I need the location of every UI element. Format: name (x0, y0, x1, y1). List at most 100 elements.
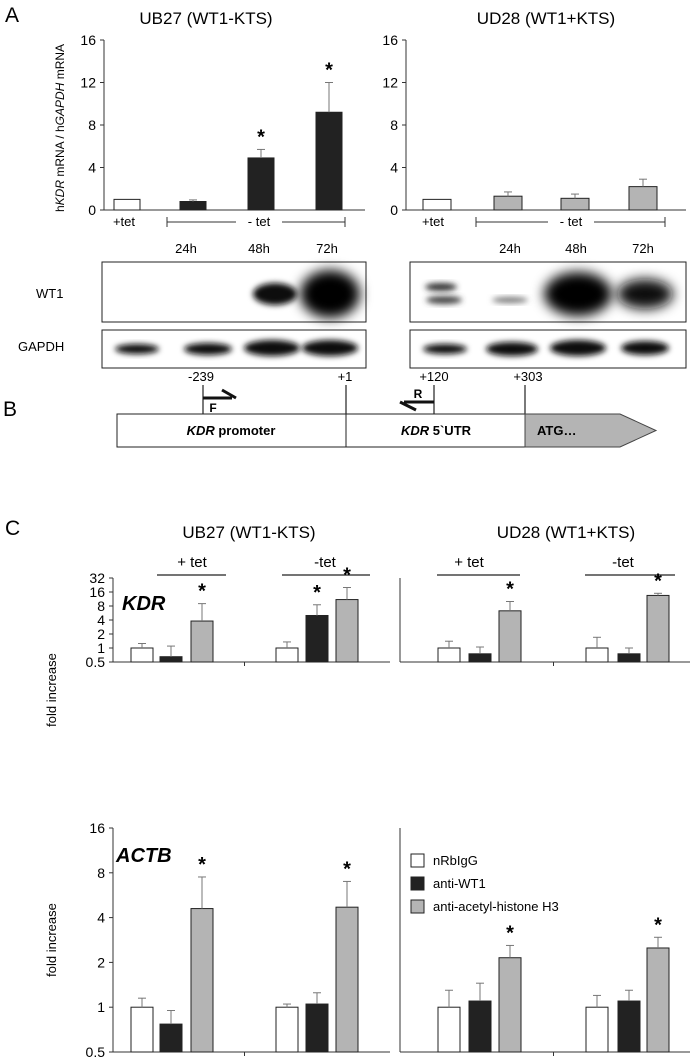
c_actb_right-bar-g0-s2 (498, 957, 522, 1053)
c_kdr_right-bar-g1-s1 (617, 653, 641, 663)
c_actb_left-bar-g0-s2-significance: * (198, 854, 206, 876)
a_left-bar-0 (113, 198, 141, 211)
a_left-ytick-label-4: 16 (80, 32, 96, 48)
legend-label-anti-wt1: anti-WT1 (433, 876, 486, 891)
c_actb_left-ytick-label-4: 8 (97, 865, 105, 881)
panel-c-left-title: UB27 (WT1-KTS) (182, 523, 315, 542)
b-pos-plus1: +1 (338, 369, 353, 384)
c_kdr_left-ytick-label-0: 0.5 (86, 654, 106, 670)
a_right-bar-2 (560, 197, 590, 211)
c_kdr_right-bar-g1-s2 (646, 594, 670, 663)
c_actb_right-bar-g0-s0 (437, 1006, 461, 1053)
c_actb_left-bar-g0-s0 (130, 1006, 154, 1053)
c_kdr_right-bar-g0-s2-significance: * (506, 578, 514, 600)
a_left-ytick-label-3: 12 (80, 75, 96, 91)
c_actb_left-bar-g0-s2 (190, 908, 214, 1053)
c_kdr_left-bar-g0-s2-significance: * (198, 581, 206, 603)
b-pos-plus303: +303 (513, 369, 542, 384)
c_kdr_right-bar-g0-s1 (468, 653, 492, 663)
a_right-ytick-label-1: 4 (390, 160, 398, 176)
a-right-x-plus: +tet (422, 214, 444, 229)
panel-b: -239 +1 +120 +303 F R KDR promoter KDR 5… (116, 369, 658, 448)
a_left-ytick-label-1: 4 (88, 160, 96, 176)
a_right-bar-1 (493, 195, 523, 211)
c_actb_right-bar-g1-s2-significance: * (654, 914, 662, 936)
a_left-bar-3 (315, 111, 343, 211)
c_kdr_left-ytick-label-5: 16 (89, 584, 105, 600)
a_right-ytick-label-0: 0 (390, 202, 398, 218)
a-right-time-2: 48h (565, 241, 587, 256)
chart-c-kdr-right: * * (399, 570, 690, 666)
c-cond-right-plus: + tet (454, 554, 484, 571)
c_kdr_right-bar-g1-s2-significance: * (654, 570, 662, 592)
panel-a: UB27 (WT1-KTS) UD28 (WT1+KTS) hKDR mRNA … (18, 9, 687, 369)
blot-label-wt1: WT1 (36, 286, 63, 301)
a-right-x-minus: - tet (560, 214, 583, 229)
c_kdr_left-ytick-label-3: 4 (97, 612, 105, 628)
legend-swatch-anti-wt1 (410, 876, 425, 891)
c-cond-right-minus: -tet (612, 554, 635, 571)
a_left-bar-2 (247, 157, 275, 211)
a_right-bar-3 (628, 186, 658, 211)
blot-gapdh-left (101, 329, 367, 369)
a-left-x-minus: - tet (248, 214, 271, 229)
utr-label: KDR 5`UTR (401, 423, 472, 438)
c_kdr_left-bar-g0-s1 (159, 656, 183, 663)
atg-arrow (524, 413, 658, 448)
a_left-ytick-label-2: 8 (88, 117, 96, 133)
b-pos-minus239: -239 (188, 369, 214, 384)
a_left-bar-1 (179, 201, 207, 211)
c_kdr_left-bar-g1-s1-significance: * (313, 582, 321, 604)
a-left-time-2: 48h (248, 241, 270, 256)
c_kdr_right-bar-g0-s2 (498, 610, 522, 663)
blot-label-gapdh: GAPDH (18, 339, 64, 354)
a-left-time-1: 24h (175, 241, 197, 256)
a_left-ytick-label-0: 0 (88, 202, 96, 218)
primer-r-label: R (414, 387, 423, 401)
c_kdr_right-bar-g1-s0 (585, 647, 609, 663)
a_right-ytick-label-3: 12 (382, 75, 398, 91)
c_kdr_left-bar-g1-s2-significance: * (343, 564, 351, 586)
a_right-bar-0 (422, 198, 452, 211)
primer-f: F (203, 388, 237, 415)
a_right-ytick-label-2: 8 (390, 117, 398, 133)
panel-label-b: B (3, 398, 17, 421)
b-pos-plus120: +120 (419, 369, 448, 384)
panel-a-left-title: UB27 (WT1-KTS) (139, 9, 272, 28)
c_kdr_left-bar-g0-s2 (190, 620, 214, 663)
legend-swatch-nrbigg (410, 853, 425, 868)
legend: nRbIgG anti-WT1 anti-acetyl-histone H3 (410, 853, 559, 914)
c_actb_left-ytick-label-1: 1 (97, 999, 105, 1015)
c-actb-ylabel: fold increase (44, 903, 59, 977)
atg-label: ATG… (537, 423, 576, 438)
c_actb_right-bar-g0-s1 (468, 1000, 492, 1053)
c_actb_left-ytick-label-2: 2 (97, 954, 105, 970)
c_actb_left-ytick-label-0: 0.5 (86, 1044, 106, 1060)
c_actb_left-bar-g1-s2-significance: * (343, 858, 351, 880)
a_right-ytick-label-4: 16 (382, 32, 398, 48)
c_kdr_left-bar-g1-s0 (275, 647, 299, 663)
panel-a-right-title: UD28 (WT1+KTS) (477, 9, 615, 28)
c_actb_left-bar-g0-s1 (159, 1023, 183, 1053)
utr-box (345, 413, 526, 448)
c_kdr_left-ytick-label-1: 1 (97, 640, 105, 656)
c-kdr-gene-label: KDR (122, 593, 166, 615)
c_kdr_left-bar-g0-s0 (130, 647, 154, 663)
chart-c-actb-right: * * (399, 828, 690, 1056)
c_actb_right-bar-g1-s2 (646, 947, 670, 1053)
c_actb_right-bar-g1-s0 (585, 1006, 609, 1053)
panel-c: UB27 (WT1-KTS) UD28 (WT1+KTS) + tet -tet… (44, 523, 690, 1060)
a-right-time-1: 24h (499, 241, 521, 256)
c-kdr-ylabel: fold increase (44, 653, 59, 727)
legend-label-anti-acetyl-h3: anti-acetyl-histone H3 (433, 899, 559, 914)
panel-a-ylabel: hKDR mRNA / hGAPDH mRNA (53, 44, 67, 212)
c_actb_left-ytick-label-5: 16 (89, 820, 105, 836)
panel-c-right-title: UD28 (WT1+KTS) (497, 523, 635, 542)
chart-a-left: 0 4 8 12 16 * * (80, 32, 365, 218)
primer-r: R (399, 387, 434, 412)
c-cond-left-minus: -tet (314, 554, 337, 571)
c_kdr_left-ytick-label-6: 32 (89, 570, 105, 586)
c-cond-left-plus: + tet (177, 554, 207, 571)
